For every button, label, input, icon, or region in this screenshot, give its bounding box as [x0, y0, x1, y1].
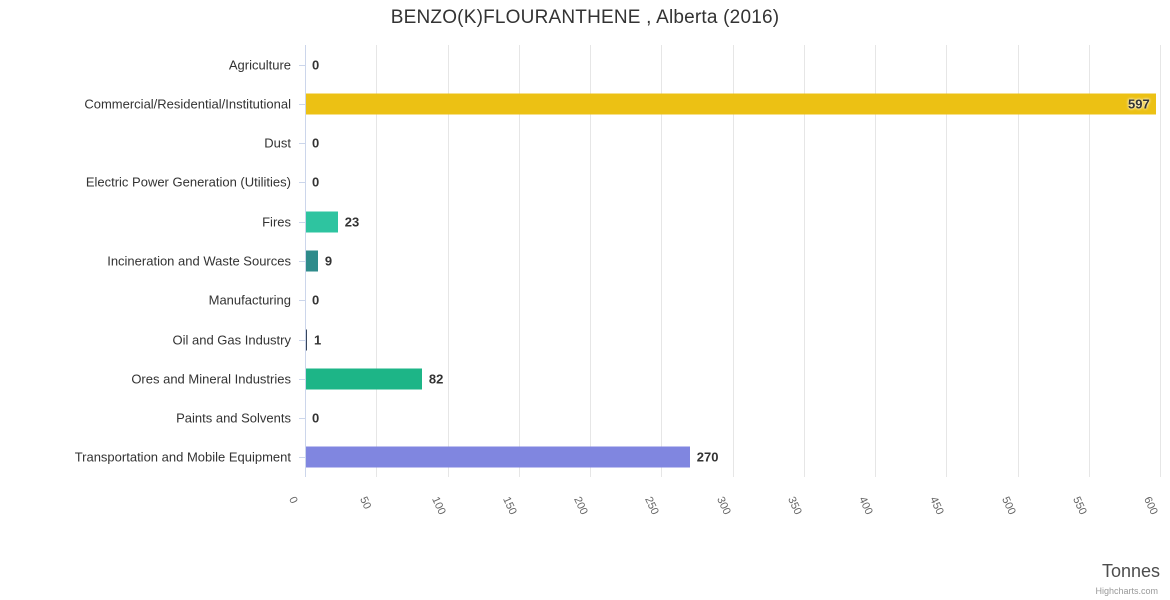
category-tick: [299, 261, 305, 262]
value-axis-title: Tonnes: [1101, 561, 1160, 581]
gridline: [661, 45, 663, 477]
data-label: 0: [312, 135, 320, 151]
bar-incineration-and-waste-sources[interactable]: [305, 250, 318, 272]
category-tick: [299, 379, 305, 380]
category-label: Ores and Mineral Industries: [131, 371, 291, 387]
category-tick: [299, 65, 305, 66]
category-label: Agriculture: [228, 57, 291, 73]
chart-title: BENZO(K)FLOURANTHENE , Alberta (2016): [390, 7, 780, 28]
value-axis-tick-label: 50: [357, 495, 374, 512]
category-tick: [299, 143, 305, 144]
gridline: [732, 45, 734, 477]
data-label: 0: [312, 57, 320, 73]
plot-area: 0 597 0 0 23 9 0 1 82 0 270: [305, 45, 1161, 477]
gridline: [875, 45, 876, 477]
data-label: 1: [314, 332, 322, 348]
bar-commercial-residential-institutional[interactable]: [305, 93, 1156, 115]
data-label: 0: [312, 410, 320, 426]
bar-oil-and-gas-industry[interactable]: [305, 329, 307, 351]
category-tick: [299, 457, 305, 458]
value-axis-tick-label: 500: [998, 495, 1018, 517]
category-label: Electric Power Generation (Utilities): [85, 174, 291, 190]
category-label: Incineration and Waste Sources: [107, 253, 291, 269]
gridline: [518, 45, 520, 477]
category-tick: [299, 300, 305, 301]
data-label: 0: [312, 292, 320, 308]
category-tick: [299, 418, 305, 419]
category-label: Commercial/Residential/Institutional: [84, 96, 291, 112]
bar-ores-and-mineral-industries[interactable]: [305, 368, 422, 390]
value-axis-tick-label: 450: [927, 495, 947, 517]
gridline: [1160, 45, 1161, 477]
category-tick: [299, 182, 305, 183]
category-tick: [299, 222, 305, 223]
data-label: 0: [312, 174, 320, 190]
value-axis-tick-label: 0: [286, 495, 300, 506]
data-label: 82: [428, 371, 444, 387]
gridline: [803, 45, 805, 477]
data-label: 270: [696, 449, 719, 465]
category-axis-line: [305, 45, 306, 477]
category-tick: [299, 104, 305, 105]
category-label: Oil and Gas Industry: [172, 332, 292, 348]
value-axis-tick-label: 400: [856, 495, 875, 517]
value-axis-tick-label: 100: [428, 495, 448, 517]
category-label: Manufacturing: [208, 292, 291, 308]
value-axis-tick-label: 200: [571, 495, 590, 517]
value-axis-tick-label: 300: [713, 495, 733, 517]
value-axis-tick-label: 600: [1141, 495, 1160, 517]
gridline: [1017, 45, 1019, 477]
gridline: [376, 45, 378, 477]
bar-fires[interactable]: [305, 211, 338, 233]
gridline: [447, 45, 449, 477]
category-label: Dust: [264, 135, 291, 151]
value-axis-tick-label: 350: [784, 495, 804, 517]
value-axis-tick-label: 550: [1069, 495, 1089, 517]
bar-transportation-and-mobile-equipment[interactable]: [305, 446, 690, 468]
gridline: [946, 45, 948, 477]
gridline: [590, 45, 591, 477]
category-tick: [299, 340, 305, 341]
category-label: Paints and Solvents: [176, 410, 291, 426]
category-label: Fires: [262, 214, 291, 230]
value-axis-tick-label: 250: [642, 495, 662, 517]
gridline: [1088, 45, 1090, 477]
data-label: 9: [324, 253, 333, 269]
value-axis-tick-label: 150: [499, 495, 519, 517]
data-label: 597: [1128, 96, 1150, 112]
data-label: 23: [344, 214, 360, 230]
category-label: Transportation and Mobile Equipment: [74, 449, 291, 465]
highcharts-credit[interactable]: Highcharts.com: [1095, 586, 1158, 596]
